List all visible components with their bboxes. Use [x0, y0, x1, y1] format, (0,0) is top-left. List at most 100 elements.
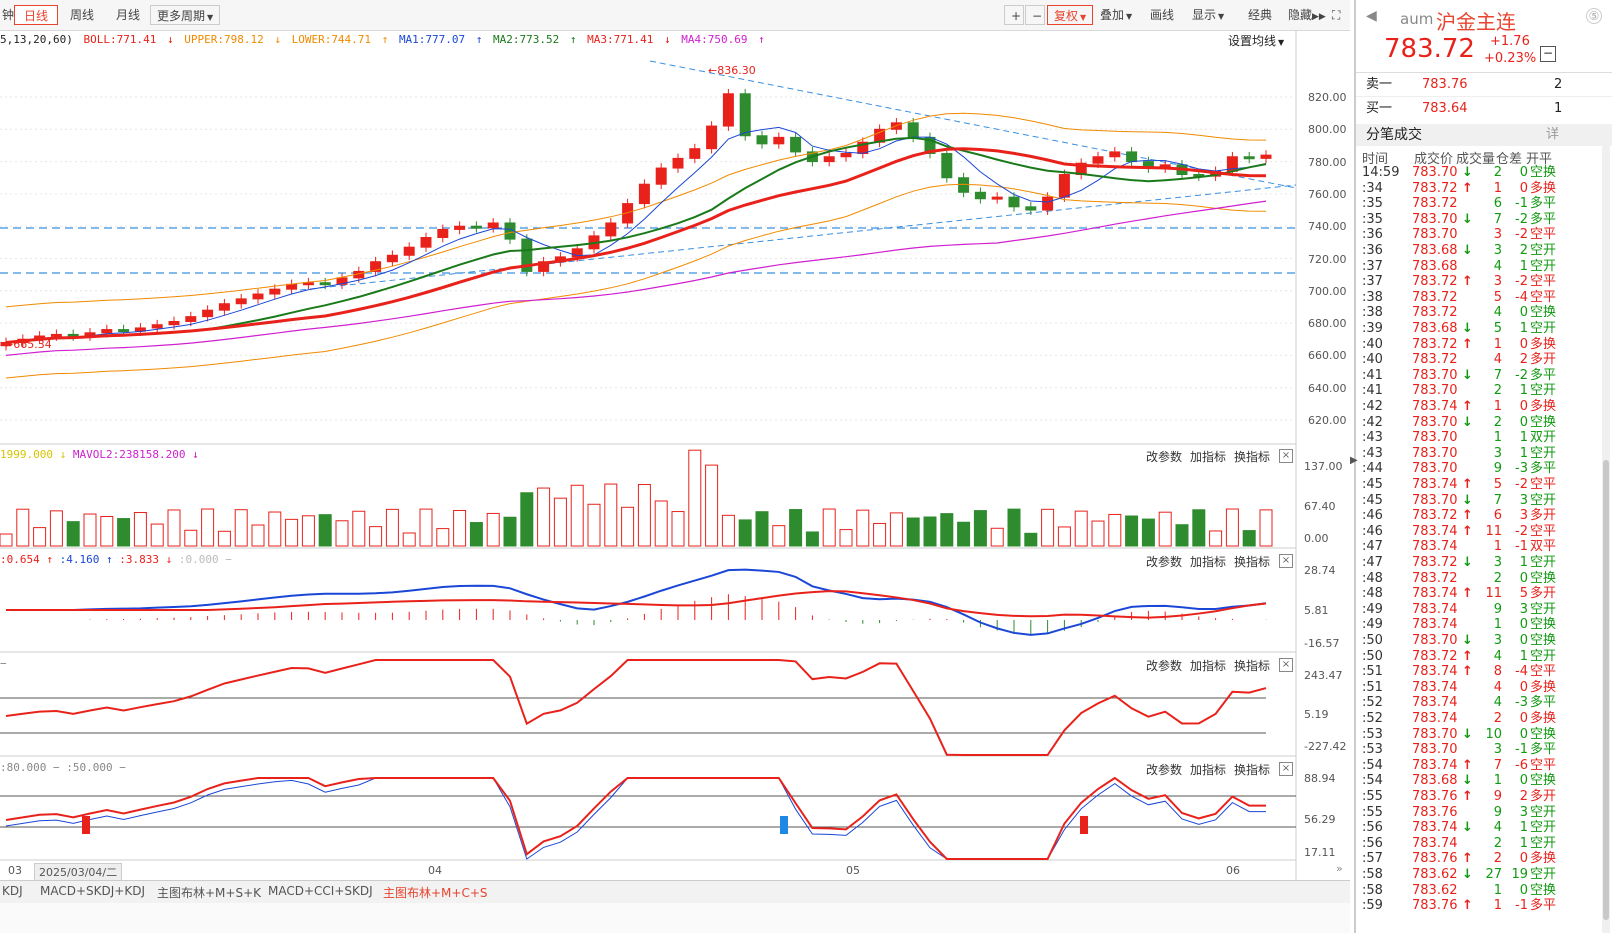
modify-params-button[interactable]: 改参数: [1146, 763, 1183, 777]
volume-bar: [66, 521, 80, 547]
tick-row: :35 783.72 6 -1 多平: [1356, 196, 1566, 212]
switch-indicator-button[interactable]: 换指标: [1234, 763, 1271, 777]
volume-bar: [1057, 526, 1071, 547]
tick-open-close: 空换: [1530, 165, 1557, 180]
add-indicator-button[interactable]: 加指标: [1190, 555, 1227, 569]
candle-body: [336, 277, 348, 285]
draw-line-button[interactable]: 画线: [1150, 8, 1175, 22]
add-indicator-button[interactable]: 加指标: [1190, 659, 1227, 673]
quote-header: ◀ aum 沪金主连 ⑤ 783.72 +1.76 +0.23% −: [1356, 0, 1612, 73]
zoom-in-button[interactable]: +: [1004, 5, 1024, 25]
tick-open-close: 多平: [1530, 898, 1557, 914]
splitter-handle[interactable]: ▶: [1350, 455, 1358, 466]
more-periods-dropdown[interactable]: 更多周期 ▼: [150, 5, 221, 25]
candle-body: [454, 225, 466, 230]
template-tab[interactable]: KDJ: [2, 884, 23, 898]
modify-params-button[interactable]: 改参数: [1146, 659, 1183, 673]
switch-indicator-button[interactable]: 换指标: [1234, 555, 1271, 569]
info-circle-icon[interactable]: ⑤: [1586, 8, 1602, 24]
switch-indicator-button[interactable]: 换指标: [1234, 450, 1271, 464]
volume-bar: [201, 508, 215, 547]
candle-body: [50, 333, 62, 337]
volume-bar: [184, 529, 198, 547]
close-panel-icon[interactable]: ×: [1279, 658, 1293, 672]
price-axis-label: 760.00: [1308, 187, 1347, 201]
col-time: 时间: [1362, 152, 1389, 167]
modify-params-button[interactable]: 改参数: [1146, 555, 1183, 569]
collapse-icon[interactable]: −: [1540, 46, 1556, 62]
tick-open-close: 空开: [1530, 804, 1557, 820]
tick-direction: ↓: [1462, 492, 1473, 508]
volume-bar: [167, 509, 181, 547]
tick-row: :43 783.70 3 1 空开: [1356, 446, 1566, 462]
tick-row: :43 783.70 1 1 双开: [1356, 430, 1566, 446]
tick-volume: 1: [1493, 180, 1502, 196]
template-tab[interactable]: MACD+CCI+SKDJ: [268, 884, 373, 898]
kline-chart[interactable]: [0, 30, 1350, 880]
ticks-detail-button[interactable]: 详: [1546, 127, 1560, 142]
tick-row: :38 783.72 4 0 空换: [1356, 305, 1566, 321]
candle-body: [706, 125, 718, 150]
tick-row: :41 783.70 2 1 空开: [1356, 383, 1566, 399]
volume-bar: [486, 512, 500, 547]
tick-price: 783.74: [1412, 601, 1458, 617]
add-indicator-button[interactable]: 加指标: [1190, 763, 1227, 777]
period-tab-daily[interactable]: 日线: [14, 5, 58, 25]
candle-body: [605, 222, 617, 237]
tick-price: 783.72: [1412, 570, 1458, 586]
volume-bar: [637, 483, 651, 547]
tick-oi-change: 0: [1519, 882, 1528, 898]
volume-bar: [705, 464, 719, 547]
close-panel-icon[interactable]: ×: [1279, 449, 1293, 463]
candle-body: [1092, 156, 1104, 164]
tick-price: 783.72: [1412, 352, 1458, 368]
fullscreen-icon[interactable]: ⛶: [1332, 8, 1341, 22]
close-panel-icon[interactable]: ×: [1279, 762, 1293, 776]
modify-params-button[interactable]: 改参数: [1146, 450, 1183, 464]
legend-ma2: MA2:773.52 ↑: [493, 33, 577, 46]
switch-indicator-button[interactable]: 换指标: [1234, 659, 1271, 673]
macd-legend: :0.654 ↑ :4.160 ↑ :3.833 ↓ :0.000 −: [0, 553, 232, 566]
zoom-out-button[interactable]: −: [1025, 5, 1045, 25]
tick-time: :49: [1362, 601, 1383, 617]
template-tab-active[interactable]: 主图布林+M+C+S: [383, 886, 488, 900]
period-tab-weekly[interactable]: 周线: [69, 8, 94, 22]
tick-row: :47 783.74 1 -1 双平: [1356, 539, 1566, 555]
template-tab[interactable]: MACD+SKDJ+KDJ: [40, 884, 145, 898]
overlay-dropdown[interactable]: 叠加 ▼: [1100, 8, 1133, 22]
tick-direction: ↓: [1462, 726, 1473, 742]
volume-bar: [873, 522, 887, 547]
tick-oi-change: 0: [1519, 617, 1528, 633]
price-axis-label: 620.00: [1308, 414, 1347, 427]
cursor-date-label: 2025/03/04/二: [34, 863, 123, 881]
tick-oi-change: 0: [1519, 305, 1528, 321]
scroll-right-icon[interactable]: »: [1336, 862, 1343, 875]
volume-bar: [469, 522, 483, 547]
hide-button[interactable]: 隐藏▶▶: [1288, 8, 1326, 22]
tick-oi-change: 1: [1519, 321, 1528, 336]
period-tab-minute-partial[interactable]: 钟: [2, 8, 15, 22]
tick-price: 783.74: [1412, 523, 1458, 539]
display-dropdown[interactable]: 显示 ▼: [1192, 8, 1225, 22]
ma-settings-dropdown[interactable]: 设置均线 ▼: [1228, 34, 1285, 48]
candle-body: [773, 136, 785, 145]
classic-button[interactable]: 经典: [1248, 8, 1273, 22]
legend-boll: BOLL:771.41 ↓: [83, 33, 174, 46]
tick-time: :37: [1362, 258, 1383, 274]
tick-oi-change: 3: [1519, 508, 1528, 524]
tick-open-close: 空换: [1530, 617, 1557, 633]
add-indicator-button[interactable]: 加指标: [1190, 450, 1227, 464]
adjust-rights-dropdown[interactable]: 复权 ▼: [1047, 5, 1094, 25]
tick-volume: 9: [1493, 789, 1502, 804]
prev-contract-icon[interactable]: ◀: [1366, 8, 1377, 24]
close-panel-icon[interactable]: ×: [1279, 554, 1293, 568]
candle-body: [386, 254, 398, 263]
tick-time: :42: [1362, 399, 1383, 414]
sub-axis-label: 28.74: [1304, 564, 1336, 577]
ticks-scroll-thumb[interactable]: [1603, 460, 1609, 920]
template-tab[interactable]: 主图布林+M+S+K: [157, 886, 262, 900]
orderbook-ask-row: 卖一 783.76 2: [1356, 74, 1612, 97]
tick-volume: 1: [1493, 399, 1502, 414]
period-tab-monthly[interactable]: 月线: [115, 8, 140, 22]
tick-row: :56 783.74 ↓ 4 1 空开: [1356, 820, 1566, 836]
